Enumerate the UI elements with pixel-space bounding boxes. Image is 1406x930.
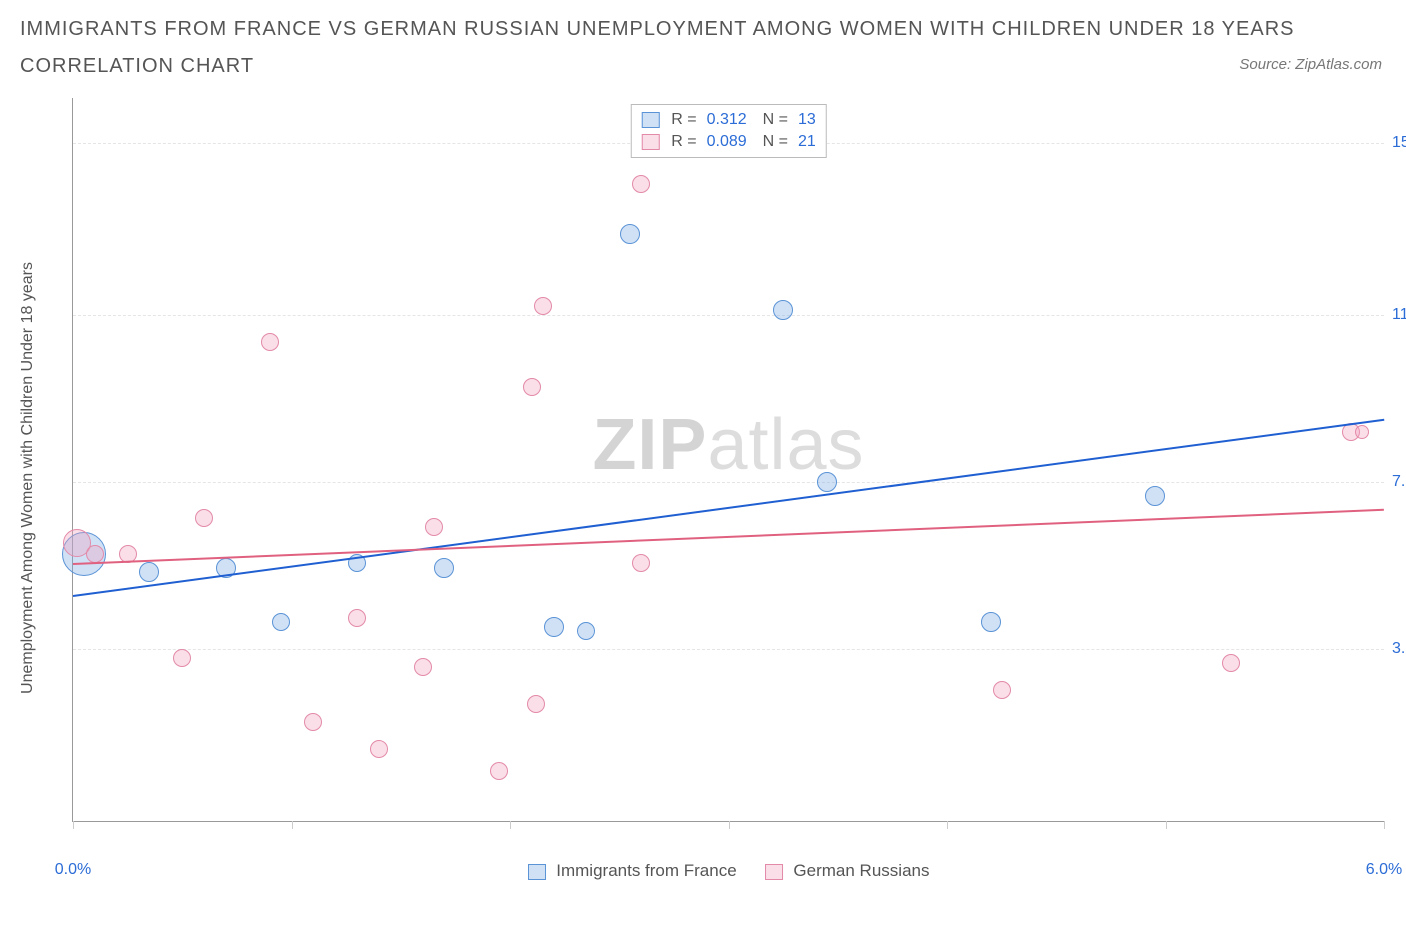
n-value-german-russian: 21	[798, 131, 816, 153]
source-note: Source: ZipAtlas.com	[1239, 56, 1382, 73]
chart-title-line1: IMMIGRANTS FROM FRANCE VS GERMAN RUSSIAN…	[20, 18, 1386, 41]
data-point-german_russian	[370, 740, 388, 758]
data-point-france	[1145, 486, 1165, 506]
x-tick	[292, 821, 293, 829]
data-point-german_russian	[490, 762, 508, 780]
source-name: ZipAtlas.com	[1295, 56, 1382, 73]
data-point-german_russian	[304, 713, 322, 731]
data-point-france	[577, 622, 595, 640]
legend-swatch-german-russian	[765, 864, 783, 880]
chart-title-line2: CORRELATION CHART	[20, 55, 1386, 78]
r-label: R =	[671, 109, 696, 131]
x-tick	[73, 821, 74, 829]
legend-bottom: Immigrants from France German Russians	[528, 861, 930, 881]
watermark-atlas: atlas	[707, 405, 864, 485]
title-block: IMMIGRANTS FROM FRANCE VS GERMAN RUSSIAN…	[20, 18, 1386, 92]
x-tick-label: 0.0%	[55, 861, 91, 879]
x-tick	[1166, 821, 1167, 829]
y-tick-label: 7.5%	[1392, 473, 1406, 491]
grid-line-h	[73, 649, 1384, 650]
data-point-german_russian	[993, 681, 1011, 699]
r-value-german-russian: 0.089	[707, 131, 751, 153]
x-tick	[729, 821, 730, 829]
data-point-france	[434, 558, 454, 578]
data-point-german_russian	[425, 518, 443, 536]
data-point-german_russian	[1222, 654, 1240, 672]
n-value-france: 13	[798, 109, 816, 131]
legend-label-german-russian: German Russians	[793, 861, 929, 880]
data-point-german_russian	[534, 297, 552, 315]
data-point-german_russian	[632, 175, 650, 193]
data-point-france	[544, 617, 564, 637]
n-label: N =	[763, 131, 788, 153]
source-prefix: Source:	[1239, 56, 1295, 73]
x-tick	[1384, 821, 1385, 829]
data-point-german_russian	[527, 695, 545, 713]
watermark-zip: ZIP	[592, 405, 707, 485]
data-point-german_russian	[261, 333, 279, 351]
data-point-france	[981, 612, 1001, 632]
x-tick-label: 6.0%	[1366, 861, 1402, 879]
legend-stats-row-2: R = 0.089 N = 21	[641, 131, 815, 153]
data-point-france	[620, 224, 640, 244]
legend-item-france: Immigrants from France	[528, 861, 737, 881]
data-point-german_russian	[523, 378, 541, 396]
data-point-german_russian	[1355, 425, 1369, 439]
grid-line-h	[73, 315, 1384, 316]
data-point-german_russian	[632, 554, 650, 572]
legend-item-german-russian: German Russians	[765, 861, 930, 881]
legend-label-france: Immigrants from France	[556, 861, 736, 880]
legend-stats-box: R = 0.312 N = 13 R = 0.089 N = 21	[630, 104, 826, 158]
x-tick	[510, 821, 511, 829]
data-point-france	[272, 613, 290, 631]
n-label: N =	[763, 109, 788, 131]
trend-line-france	[73, 419, 1384, 597]
data-point-german_russian	[348, 609, 366, 627]
trend-line-german_russian	[73, 509, 1384, 565]
data-point-german_russian	[414, 658, 432, 676]
legend-swatch-france	[641, 112, 659, 128]
plot-region: ZIPatlas R = 0.312 N = 13 R = 0.089 N = …	[72, 98, 1384, 822]
y-tick-label: 11.2%	[1392, 306, 1406, 324]
data-point-german_russian	[195, 509, 213, 527]
legend-swatch-france	[528, 864, 546, 880]
y-tick-label: 3.8%	[1392, 640, 1406, 658]
data-point-german_russian	[86, 545, 104, 563]
r-label: R =	[671, 131, 696, 153]
grid-line-h	[73, 482, 1384, 483]
data-point-france	[773, 300, 793, 320]
legend-stats-row-1: R = 0.312 N = 13	[641, 109, 815, 131]
data-point-france	[139, 562, 159, 582]
legend-swatch-german-russian	[641, 134, 659, 150]
x-tick	[947, 821, 948, 829]
data-point-france	[817, 472, 837, 492]
data-point-german_russian	[173, 649, 191, 667]
y-axis-title: Unemployment Among Women with Children U…	[19, 262, 37, 694]
y-tick-label: 15.0%	[1392, 134, 1406, 152]
chart-area: Unemployment Among Women with Children U…	[44, 98, 1384, 858]
r-value-france: 0.312	[707, 109, 751, 131]
